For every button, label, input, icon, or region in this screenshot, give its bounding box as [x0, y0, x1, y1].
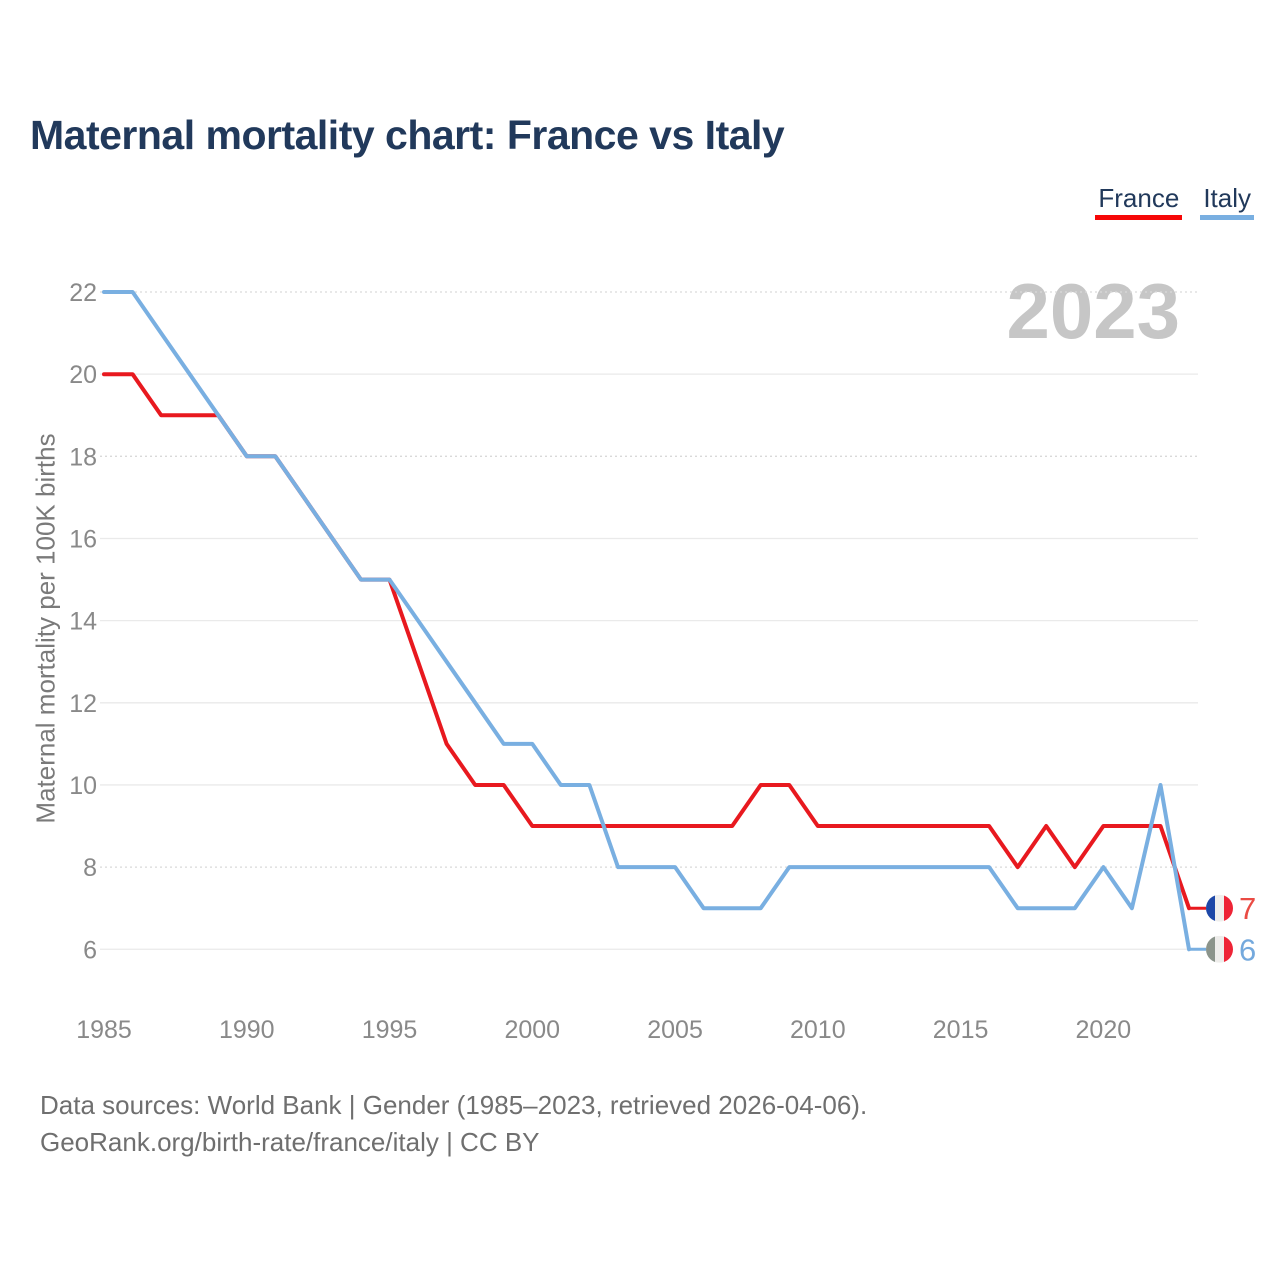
- y-tick-label: 14: [69, 608, 97, 636]
- legend-item-italy[interactable]: Italy: [1200, 185, 1254, 220]
- x-tick-label: 1990: [219, 1016, 275, 1044]
- flag-band: [1224, 894, 1233, 922]
- watermark-year: 2023: [1006, 267, 1180, 355]
- legend-color-bar-italy: [1200, 215, 1254, 220]
- legend-label-italy: Italy: [1203, 183, 1251, 213]
- flag-band: [1206, 894, 1216, 922]
- end-value-label: 6: [1239, 932, 1256, 967]
- y-tick-label: 8: [83, 854, 97, 882]
- footer: Data sources: World Bank | Gender (1985–…: [40, 1087, 867, 1161]
- italy-line: [102, 290, 1191, 952]
- italy-flag-icon: [1206, 935, 1233, 963]
- y-tick-label: 22: [69, 279, 97, 307]
- y-tick-label: 12: [69, 690, 97, 718]
- x-tick-label: 1995: [362, 1016, 418, 1044]
- france-flag-icon: [1206, 894, 1233, 922]
- y-tick-label: 16: [69, 525, 97, 553]
- x-tick-label: 2010: [790, 1016, 846, 1044]
- flag-band: [1206, 935, 1216, 963]
- page-title: Maternal mortality chart: France vs Ital…: [30, 112, 785, 158]
- legend: France Italy: [1095, 185, 1254, 220]
- end-value-label: 7: [1239, 891, 1256, 926]
- x-tick-label: 2015: [933, 1016, 989, 1044]
- y-tick-label: 20: [69, 361, 97, 389]
- y-tick-label: 10: [69, 772, 97, 800]
- x-tick-label: 2005: [647, 1016, 703, 1044]
- x-tick-label: 2020: [1076, 1016, 1132, 1044]
- legend-color-bar-france: [1095, 215, 1183, 220]
- y-tick-label: 6: [83, 936, 97, 964]
- legend-item-france[interactable]: France: [1095, 183, 1183, 220]
- flag-band: [1215, 894, 1225, 922]
- flag-band: [1224, 935, 1233, 963]
- x-tick-label: 2000: [504, 1016, 560, 1044]
- y-tick-label: 18: [69, 443, 97, 471]
- x-tick-label: 1985: [76, 1016, 132, 1044]
- flag-band: [1215, 935, 1225, 963]
- footer-attribution-line: GeoRank.org/birth-rate/france/italy | CC…: [40, 1127, 540, 1157]
- footer-sources-line: Data sources: World Bank | Gender (1985–…: [40, 1090, 868, 1120]
- legend-label-france: France: [1098, 183, 1180, 213]
